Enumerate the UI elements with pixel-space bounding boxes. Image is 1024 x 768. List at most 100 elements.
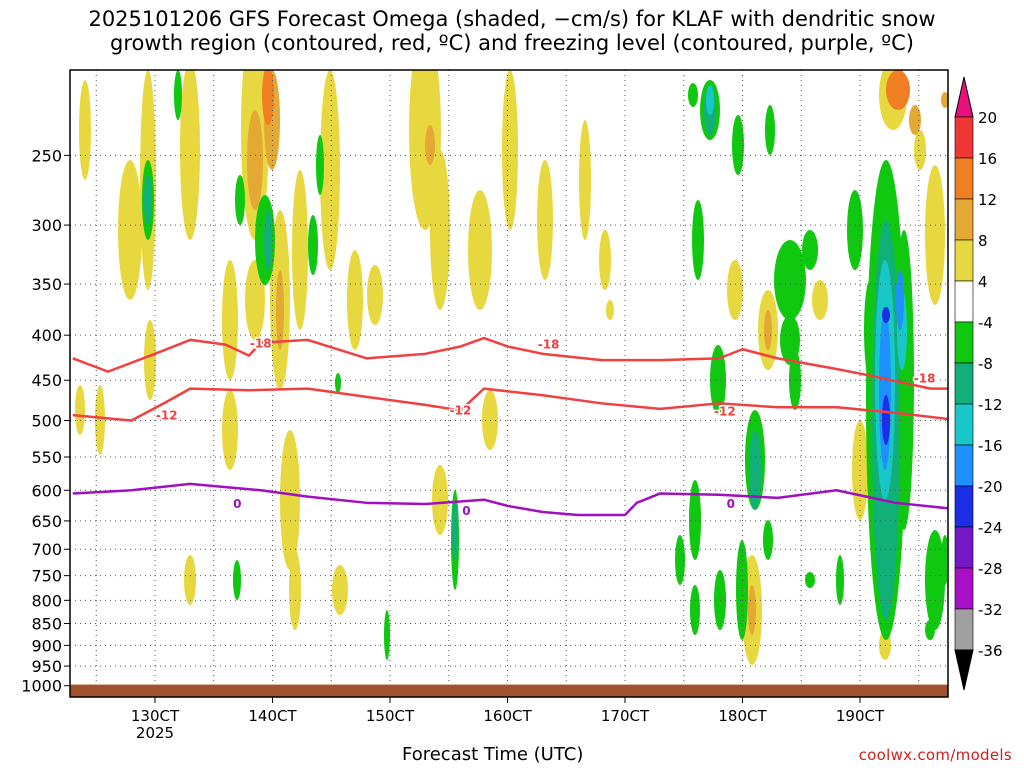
omega-shade-region: [692, 200, 704, 280]
omega-shade-region: [689, 480, 701, 560]
colorbar-bottom-triangle: [954, 649, 974, 691]
omega-shade-region: [245, 260, 265, 340]
x-axis-title: Forecast Time (UTC): [402, 744, 584, 765]
x-tick-label: 180CT: [718, 707, 767, 725]
omega-shade-region: [452, 500, 458, 560]
chart-title-line-2: growth region (contoured, red, ºC) and f…: [110, 31, 914, 55]
colorbar-label: -8: [978, 355, 993, 373]
contour-label: -12: [450, 404, 472, 418]
omega-shade-region: [262, 70, 274, 125]
colorbar-label: -12: [978, 396, 1003, 414]
omega-shade-region: [247, 110, 263, 210]
contour-label: 0: [727, 497, 735, 511]
contour-dgz-m18: [72, 336, 948, 390]
omega-shade-region: [706, 85, 714, 115]
colorbar-segment: [954, 485, 974, 528]
colorbar-label: 12: [978, 191, 997, 209]
x-tick-label: 140CT: [248, 707, 297, 725]
y-tick-label: 750: [31, 567, 62, 586]
omega-shade-region: [222, 390, 238, 470]
omega-shade-region: [468, 190, 492, 310]
y-tick-label: 500: [31, 412, 62, 431]
omega-shade-region: [233, 560, 241, 600]
x-tick-label: 150CT: [366, 707, 415, 725]
contour-label: 0: [233, 497, 241, 511]
omega-shade-region: [264, 210, 272, 270]
omega-shade-region: [280, 430, 300, 570]
omega-shade-region: [95, 385, 105, 455]
omega-shade-region: [144, 175, 152, 225]
year-label: 2025: [136, 724, 174, 742]
colorbar-label: -4: [978, 314, 993, 332]
omega-shade-region: [432, 465, 448, 535]
omega-shade-region: [430, 150, 450, 310]
omega-shade-region: [174, 70, 182, 120]
omega-shade-region: [925, 530, 945, 630]
omega-shade-region: [289, 550, 301, 630]
contour-label: -12: [156, 408, 178, 422]
y-tick-label: 850: [31, 615, 62, 634]
omega-shade-region: [896, 270, 904, 330]
ground-below-surface: [70, 684, 948, 697]
omega-shade-region: [886, 70, 910, 110]
omega-shade-region: [749, 430, 761, 510]
colorbar-segment: [954, 567, 974, 610]
omega-shade-region: [384, 610, 390, 660]
omega-shade-region: [482, 390, 498, 450]
colorbar-segment: [954, 444, 974, 487]
y-tick-label: 700: [31, 540, 62, 559]
colorbar-label: 16: [978, 150, 997, 168]
omega-shade-region: [941, 535, 948, 585]
omega-shade-region: [332, 565, 348, 615]
y-tick-label: 350: [31, 275, 62, 294]
omega-shade-region: [727, 260, 743, 320]
omega-shade-region: [847, 190, 863, 270]
omega-shade-region: [690, 585, 700, 635]
colorbar-label: -32: [978, 601, 1003, 619]
credit-text[interactable]: coolwx.com/models: [858, 746, 1012, 764]
x-tick-label: 130CT: [131, 707, 180, 725]
colorbar-segment: [954, 526, 974, 569]
omega-shade-region: [425, 125, 435, 165]
omega-shade-region: [335, 373, 341, 393]
omega-shade-region: [316, 135, 324, 195]
colorbar-segment: [954, 239, 974, 282]
omega-shade-region: [180, 70, 200, 240]
omega-shade-region: [292, 170, 308, 330]
omega-shade-region: [308, 215, 318, 275]
colorbar-label: -28: [978, 560, 1003, 578]
omega-shade-region: [347, 250, 363, 350]
omega-shade-region: [941, 92, 948, 108]
colorbar-segment: [954, 403, 974, 446]
y-tick-label: 250: [31, 146, 62, 165]
colorbar-segment: [954, 157, 974, 200]
omega-shade-region: [879, 310, 891, 470]
omega-shade-region: [144, 320, 156, 400]
y-tick-label: 400: [31, 326, 62, 345]
omega-shade-region: [764, 310, 772, 350]
y-tick-label: 900: [31, 636, 62, 655]
colorbar-segment: [954, 198, 974, 241]
omega-shade-region: [184, 555, 196, 605]
colorbar-label: 8: [978, 232, 988, 250]
omega-shade-region: [688, 83, 698, 107]
colorbar-segment: [954, 116, 974, 159]
y-tick-label: 800: [31, 591, 62, 610]
colorbar-segment: [954, 321, 974, 364]
omega-shade-region: [79, 80, 91, 180]
omega-shade-region: [222, 260, 238, 380]
omega-shade-region: [925, 620, 935, 640]
contour-label: -12: [714, 404, 736, 418]
omega-shade-region: [909, 105, 921, 135]
omega-shade-region: [836, 555, 844, 605]
plot-frame: [69, 69, 949, 698]
contour-label: -18: [538, 338, 560, 352]
omega-shade-region: [235, 175, 245, 225]
chart-title-line-1: 2025101206 GFS Forecast Omega (shaded, −…: [88, 7, 936, 31]
omega-shade-region: [802, 230, 818, 270]
omega-shade-region: [710, 345, 726, 415]
colorbar-label: -36: [978, 642, 1003, 660]
omega-shade-region: [882, 307, 890, 323]
omega-shade-region: [502, 70, 518, 230]
